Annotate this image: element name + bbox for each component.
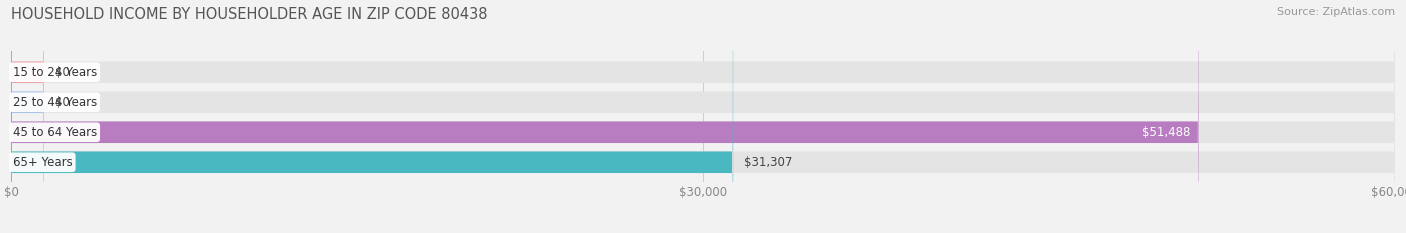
Text: $0: $0: [55, 96, 69, 109]
FancyBboxPatch shape: [11, 0, 44, 233]
FancyBboxPatch shape: [11, 0, 44, 233]
FancyBboxPatch shape: [11, 0, 733, 233]
FancyBboxPatch shape: [11, 0, 1198, 233]
Text: $51,488: $51,488: [1142, 126, 1189, 139]
Text: Source: ZipAtlas.com: Source: ZipAtlas.com: [1277, 7, 1395, 17]
FancyBboxPatch shape: [11, 0, 1395, 233]
Text: HOUSEHOLD INCOME BY HOUSEHOLDER AGE IN ZIP CODE 80438: HOUSEHOLD INCOME BY HOUSEHOLDER AGE IN Z…: [11, 7, 488, 22]
Text: 25 to 44 Years: 25 to 44 Years: [13, 96, 97, 109]
Text: $31,307: $31,307: [744, 156, 793, 169]
Text: 65+ Years: 65+ Years: [13, 156, 72, 169]
FancyBboxPatch shape: [11, 0, 1395, 233]
Text: $0: $0: [55, 66, 69, 79]
FancyBboxPatch shape: [11, 0, 1395, 233]
Text: 45 to 64 Years: 45 to 64 Years: [13, 126, 97, 139]
FancyBboxPatch shape: [11, 0, 1395, 233]
Text: 15 to 24 Years: 15 to 24 Years: [13, 66, 97, 79]
